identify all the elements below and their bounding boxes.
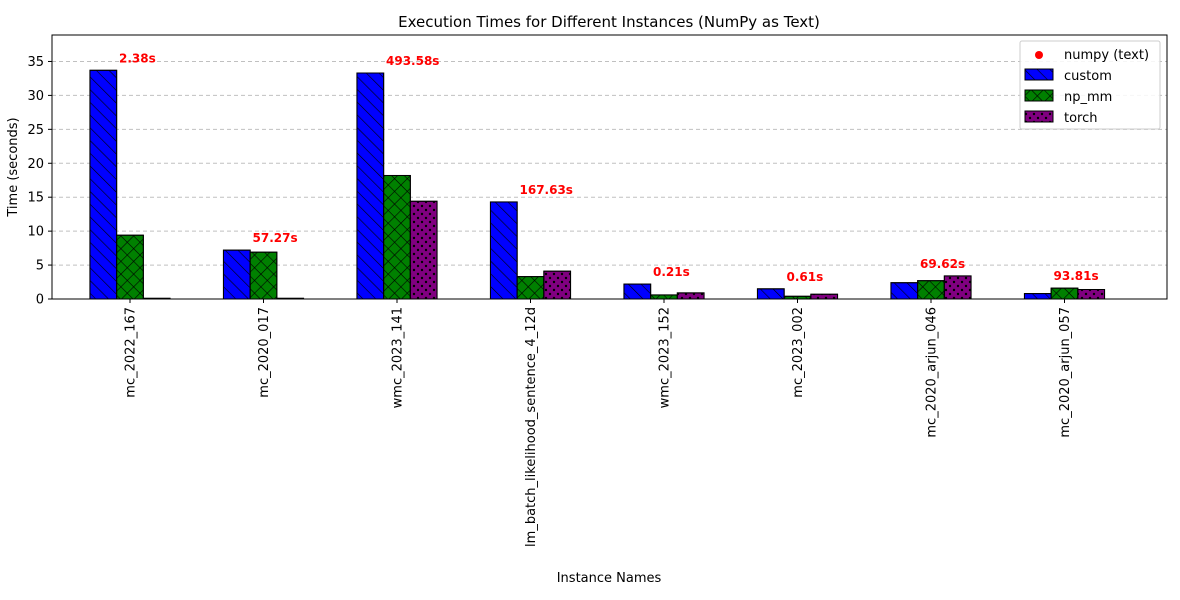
bar-pattern-custom: [356, 72, 385, 300]
y-axis-label: Time (seconds): [6, 117, 21, 217]
x-axis-ticks: mc_2022_167 mc_2020_017 wmc_2023_141 lm_bat…: [124, 299, 1073, 547]
x-axis-label: Instance Names: [557, 571, 662, 586]
y-tick-label: 10: [27, 225, 44, 240]
x-tick-label: lm_batch_likelihood_sentence_4_12d: [524, 307, 539, 547]
y-tick-label: 0: [36, 293, 44, 308]
y-tick-label: 5: [36, 259, 44, 274]
bar-pattern-custom: [890, 282, 919, 300]
x-tick-label: mc_2022_167: [124, 307, 139, 398]
bar-pattern-np-mm: [1050, 287, 1079, 300]
y-tick-label: 15: [27, 191, 44, 206]
y-tick-label: 20: [27, 157, 44, 172]
y-tick-label: 25: [27, 123, 44, 138]
x-tick-label: mc_2020_017: [257, 307, 272, 398]
y-gridlines: [52, 60, 1167, 266]
numpy-time-label: 493.58s: [386, 54, 439, 68]
x-tick-label: mc_2020_arjun_046: [925, 307, 940, 438]
legend-swatch-torch-hatch: [1024, 110, 1054, 123]
bar-pattern-custom: [222, 249, 251, 300]
legend-marker-numpy-text: [1035, 51, 1043, 59]
x-tick-label: wmc_2023_141: [391, 307, 406, 408]
bar-pattern-custom: [756, 288, 785, 300]
bar-pattern-torch: [409, 200, 438, 300]
bar-pattern-custom: [623, 283, 652, 300]
bar-pattern-torch: [1077, 288, 1106, 300]
numpy-time-annotations: 2.38s 57.27s 493.58s 167.63s 0.21s 0.61s 69.62…: [119, 51, 1099, 284]
numpy-time-label: 69.62s: [920, 257, 965, 271]
numpy-time-label: 2.38s: [119, 51, 156, 65]
legend-swatch-np-mm-hatch: [1024, 89, 1054, 102]
bar-pattern-np-mm: [383, 174, 411, 300]
x-tick-label: wmc_2023_152: [658, 307, 673, 408]
legend-swatch-custom-hatch: [1024, 68, 1054, 81]
bar-pattern-torch: [676, 292, 705, 300]
bar-pattern-np-mm: [917, 280, 945, 300]
numpy-time-label: 0.21s: [653, 265, 690, 279]
chart-title: Execution Times for Different Instances …: [398, 13, 820, 31]
numpy-time-label: 0.61s: [787, 270, 824, 284]
y-tick-label: 30: [27, 89, 44, 104]
bar-pattern-custom: [489, 201, 518, 300]
plot-frame: [51, 34, 1168, 300]
numpy-time-label: 57.27s: [253, 231, 298, 245]
numpy-time-label: 93.81s: [1054, 269, 1099, 283]
x-tick-label: mc_2023_002: [791, 307, 806, 398]
bar-pattern-np-mm: [516, 276, 545, 300]
legend-label-custom: custom: [1064, 69, 1112, 84]
x-tick-label: mc_2020_arjun_057: [1058, 307, 1073, 438]
legend-label-np-mm: np_mm: [1064, 90, 1112, 105]
bar-pattern-np-mm: [249, 251, 278, 300]
numpy-time-label: 167.63s: [520, 183, 573, 197]
bar-pattern-torch: [943, 275, 972, 300]
bar-pattern-np-mm: [650, 294, 678, 300]
bar-pattern-torch: [543, 270, 572, 300]
y-axis-ticks: 0 5 10 15 20 25 30 35: [27, 55, 52, 308]
legend-label-torch: torch: [1064, 111, 1098, 126]
bar-pattern-custom: [89, 69, 118, 300]
y-tick-label: 35: [27, 55, 44, 70]
legend-box: [1019, 40, 1161, 130]
bar-pattern-custom: [1023, 293, 1052, 300]
bar-pattern-np-mm: [116, 234, 144, 300]
legend-label-numpy-text: numpy (text): [1064, 48, 1149, 63]
bar-series: [89, 69, 1106, 300]
legend: numpy (text) custom np_mm torch: [1019, 40, 1161, 130]
bar-pattern-torch: [810, 293, 839, 300]
